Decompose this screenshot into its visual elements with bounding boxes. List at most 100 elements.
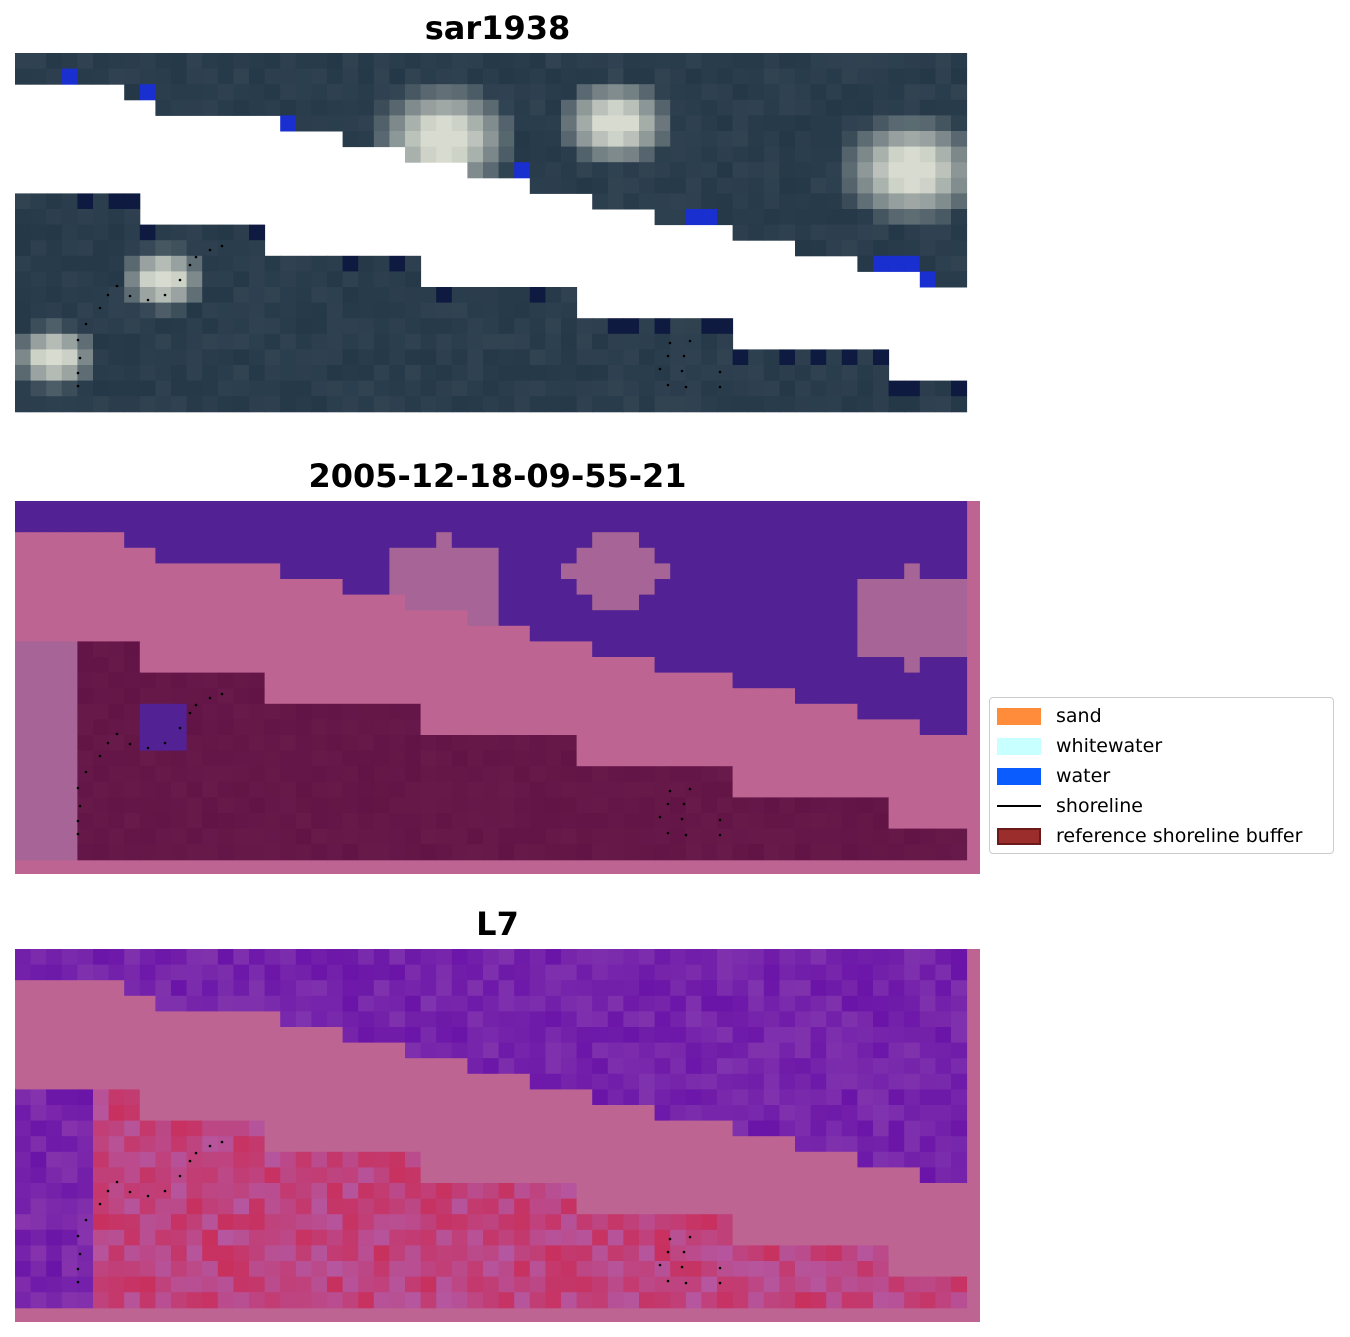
raster-cell <box>61 1261 78 1278</box>
raster-cell <box>186 271 203 288</box>
raster-cell <box>529 1292 546 1309</box>
raster-cell <box>77 1042 94 1059</box>
raster-cell <box>233 1276 250 1293</box>
raster-cell <box>202 318 219 335</box>
raster-cell <box>529 1073 546 1090</box>
raster-cell <box>639 1198 656 1215</box>
raster-cell <box>30 995 47 1012</box>
raster-cell <box>685 547 702 564</box>
raster-cell <box>93 547 110 564</box>
raster-cell <box>217 547 234 564</box>
raster-cell <box>61 240 78 257</box>
raster-cell <box>436 1292 453 1309</box>
raster-cell <box>202 1245 219 1262</box>
raster-cell <box>327 1042 344 1059</box>
raster-cell <box>217 365 234 382</box>
raster-cell <box>295 1198 312 1215</box>
raster-cell <box>46 1261 63 1278</box>
raster-cell <box>561 84 578 101</box>
raster-cell <box>670 1292 687 1309</box>
raster-cell <box>420 365 437 382</box>
raster-cell <box>420 1261 437 1278</box>
raster-cell <box>171 532 188 549</box>
raster-cell <box>46 193 63 210</box>
raster-cell <box>498 349 515 366</box>
raster-cell <box>139 365 156 382</box>
raster-cell <box>951 131 968 148</box>
raster-cell <box>483 1151 500 1168</box>
raster-cell <box>904 115 921 132</box>
raster-cell <box>717 1167 734 1184</box>
raster-cell <box>576 980 593 997</box>
raster-cell <box>483 1214 500 1231</box>
raster-cell <box>420 333 437 350</box>
raster-cell <box>155 240 172 257</box>
raster-cell <box>249 995 266 1012</box>
raster-cell <box>124 949 141 966</box>
raster-cell <box>93 1229 110 1246</box>
raster-cell <box>311 1276 328 1293</box>
raster-cell <box>311 84 328 101</box>
raster-cell <box>919 1136 936 1153</box>
raster-cell <box>561 99 578 116</box>
raster-cell <box>405 1214 422 1231</box>
raster-cell <box>264 365 281 382</box>
raster-cell <box>280 1292 297 1309</box>
raster-cell <box>327 1105 344 1122</box>
raster-cell <box>685 53 702 70</box>
shoreline-point <box>76 1267 80 1271</box>
raster-cell <box>779 224 796 241</box>
raster-cell <box>405 115 422 132</box>
raster-cell <box>405 1151 422 1168</box>
raster-cell <box>139 287 156 304</box>
raster-cell <box>701 1058 718 1075</box>
raster-cell <box>139 1011 156 1028</box>
raster-cell <box>904 1261 921 1278</box>
raster-cell <box>233 68 250 85</box>
raster-cell <box>155 68 172 85</box>
raster-cell <box>576 1214 593 1231</box>
raster-cell <box>951 1229 968 1246</box>
raster-cell <box>77 240 94 257</box>
raster-cell <box>873 1011 890 1028</box>
raster-cell <box>342 255 359 272</box>
raster-cell <box>763 1183 780 1200</box>
raster-cell <box>654 964 671 981</box>
raster-cell <box>483 1198 500 1215</box>
raster-cell <box>264 255 281 272</box>
raster-cell <box>436 318 453 335</box>
raster-cell <box>46 1027 63 1044</box>
raster-cell <box>592 1089 609 1106</box>
raster-cell <box>342 1183 359 1200</box>
raster-cell <box>841 209 858 226</box>
raster-cell <box>623 333 640 350</box>
raster-cell <box>639 1058 656 1075</box>
raster-cell <box>264 318 281 335</box>
raster-cell <box>795 177 812 194</box>
raster-cell <box>420 516 437 533</box>
raster-cell <box>888 1214 905 1231</box>
raster-cell <box>483 131 500 148</box>
raster-cell <box>873 1120 890 1137</box>
raster-cell <box>373 1011 390 1028</box>
raster-cell <box>623 516 640 533</box>
raster-cell <box>108 1292 125 1309</box>
raster-cell <box>93 1292 110 1309</box>
raster-cell <box>93 1011 110 1028</box>
raster-cell <box>15 547 32 564</box>
raster-cell <box>139 349 156 366</box>
raster-cell <box>217 532 234 549</box>
raster-cell <box>264 532 281 549</box>
raster-cell <box>935 501 952 518</box>
raster-cell <box>873 1183 890 1200</box>
raster-cell <box>186 255 203 272</box>
raster-cell <box>327 318 344 335</box>
raster-cell <box>748 99 765 116</box>
raster-cell <box>217 1105 234 1122</box>
raster-cell <box>561 1292 578 1309</box>
raster-cell <box>155 1073 172 1090</box>
raster-cell <box>935 1042 952 1059</box>
raster-cell <box>249 1105 266 1122</box>
raster-cell <box>30 1167 47 1184</box>
raster-cell <box>30 271 47 288</box>
